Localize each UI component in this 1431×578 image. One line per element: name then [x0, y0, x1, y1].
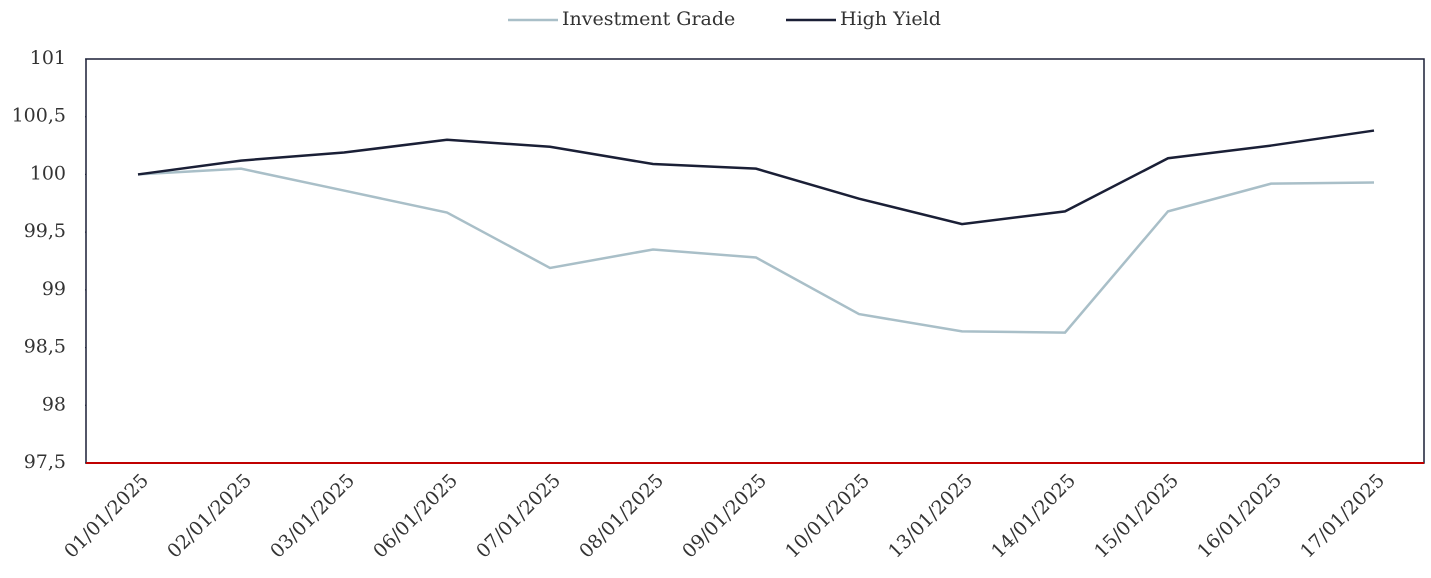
x-tick-label: 15/01/2025: [1090, 470, 1183, 563]
x-tick-label: 02/01/2025: [163, 470, 256, 563]
legend-label: High Yield: [840, 8, 941, 30]
x-tick-label: 03/01/2025: [266, 470, 359, 563]
y-tick-label: 100,5: [12, 105, 66, 127]
y-tick-label: 100: [30, 162, 66, 184]
x-tick-label: 06/01/2025: [369, 470, 462, 563]
plot-frame: [85, 58, 1425, 464]
x-tick-label: 01/01/2025: [60, 470, 153, 563]
legend-label: Investment Grade: [562, 8, 735, 30]
y-tick-label: 98,5: [24, 336, 66, 358]
y-tick-label: 98: [42, 393, 66, 415]
x-tick-label: 10/01/2025: [781, 470, 874, 563]
x-tick-label: 08/01/2025: [575, 470, 668, 563]
y-tick-label: 101: [30, 47, 66, 69]
y-tick-label: 99,5: [24, 220, 66, 242]
x-tick-label: 13/01/2025: [884, 470, 977, 563]
x-tick-label: 07/01/2025: [472, 470, 565, 563]
series-line: [137, 167, 1375, 334]
y-tick-label: 99: [42, 278, 66, 300]
x-tick-label: 14/01/2025: [987, 470, 1080, 563]
x-tick-label: 09/01/2025: [678, 470, 771, 563]
x-tick-label: 16/01/2025: [1193, 470, 1286, 563]
x-tick-label: 17/01/2025: [1296, 470, 1389, 563]
y-tick-label: 97,5: [24, 451, 66, 473]
series-line: [137, 129, 1375, 226]
